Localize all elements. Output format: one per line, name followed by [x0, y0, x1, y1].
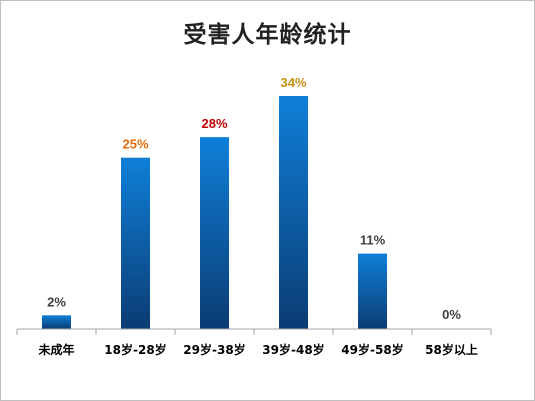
chart-title: 受害人年龄统计 [183, 21, 352, 48]
bar-1 [121, 157, 150, 329]
x-tick-label-3: 39岁-48岁 [262, 342, 324, 357]
bar-3 [279, 96, 308, 329]
data-label-0: 2% [47, 294, 66, 309]
data-label-1: 25% [122, 137, 148, 152]
data-label-4: 11% [360, 233, 386, 248]
bar-0 [42, 315, 71, 329]
data-label-2: 28% [201, 116, 227, 131]
bar-2 [200, 137, 229, 329]
x-tick-label-5: 58岁以上 [425, 342, 478, 357]
x-tick-label-0: 未成年 [37, 342, 74, 357]
x-tick-label-1: 18岁-28岁 [104, 342, 166, 357]
bar-4 [358, 253, 387, 329]
x-tick-label-4: 49岁-58岁 [341, 342, 403, 357]
x-tick-label-2: 29岁-38岁 [183, 342, 245, 357]
data-label-3: 34% [280, 75, 306, 90]
data-label-5: 0% [442, 307, 461, 322]
